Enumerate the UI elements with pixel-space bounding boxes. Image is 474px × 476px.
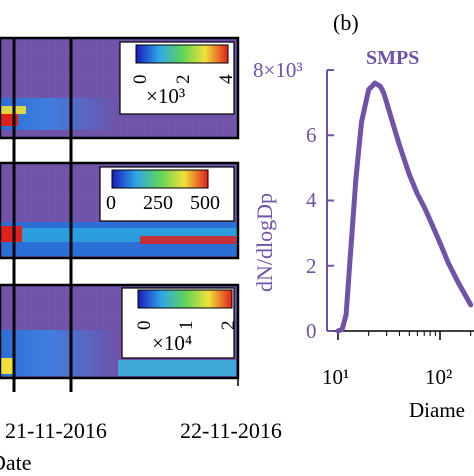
smps-xlabel: Diame — [409, 398, 465, 422]
smps-xtick-0: 10¹ — [322, 365, 350, 389]
smps-ylabel: dN/dlogDp — [252, 193, 277, 292]
smps-series-line — [335, 80, 474, 334]
heatmap-top-frame — [0, 36, 240, 140]
smps-ytick-2: 4 — [306, 188, 317, 212]
colorbar-bottom-tick-0: 0 — [134, 320, 155, 331]
smps-ytick-3: 6 — [306, 123, 317, 147]
colorbar-middle-tick-0: 0 — [106, 192, 116, 214]
smps-ytick-1: 2 — [306, 254, 317, 278]
date-axis-label: Date — [0, 450, 32, 475]
colorbar-bottom-gradient — [137, 289, 233, 309]
heatmap-middle-hot — [0, 226, 22, 242]
heatmap-middle-hot-2 — [140, 236, 236, 244]
colorbar-middle-tick-2: 500 — [190, 192, 220, 214]
heatmap-middle-frame — [0, 161, 240, 260]
colorbar-bottom-tick-1: 1 — [176, 320, 197, 331]
smps-chart — [326, 69, 474, 340]
colorbar-middle-gradient — [111, 169, 209, 189]
colorbar-middle-tick-1: 250 — [143, 192, 173, 214]
colorbar-top-tick-2: 4 — [216, 74, 237, 85]
heatmap-bottom-frame — [0, 283, 240, 380]
panel-b-label: (b) — [333, 10, 359, 35]
colorbar-bottom-multiplier: ×10⁴ — [152, 331, 193, 355]
colorbar-bottom-tick-2: 2 — [218, 320, 239, 331]
smps-xtick-1: 10² — [425, 365, 453, 389]
heatmap-bottom-band-2 — [118, 360, 236, 376]
colorbar-top-tick-1: 2 — [173, 74, 194, 85]
smps-ytick-4: 8×10³ — [253, 58, 303, 82]
smps-series-label: SMPS — [366, 47, 420, 69]
date-tick-label-2: 22-11-2016 — [180, 418, 282, 443]
heatmap-bottom-hot — [0, 358, 14, 374]
colorbar-top-tick-0: 0 — [130, 74, 151, 85]
date-tick-label-1: 21-11-2016 — [5, 418, 107, 443]
colorbar-top-multiplier: ×10³ — [146, 84, 186, 108]
smps-ytick-0: 0 — [306, 319, 317, 343]
colorbar-top-gradient — [135, 44, 229, 64]
heatmap-bottom-band — [0, 330, 120, 376]
